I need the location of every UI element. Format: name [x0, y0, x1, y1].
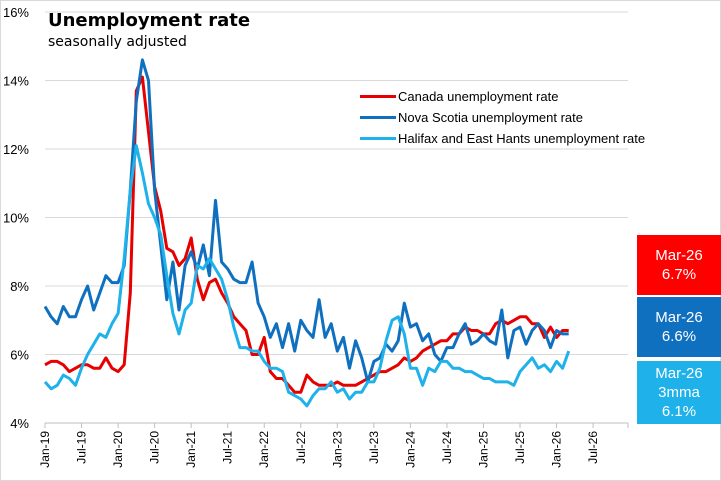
callout-halifax-date: Mar-26 [655, 365, 703, 382]
callout-halifax-value: 6.1% [661, 403, 697, 420]
x-tick-label: Jan-24 [403, 431, 417, 468]
x-tick-label: Jan-19 [38, 431, 52, 468]
x-tick-label: Jul-25 [513, 431, 527, 464]
x-tick-label: Jul-23 [367, 431, 381, 464]
callout-canada-date: Mar-26 [655, 247, 703, 264]
x-tick-label: Jul-22 [294, 431, 308, 464]
x-tick-label: Jan-20 [111, 431, 125, 468]
x-tick-label: Jan-25 [476, 431, 490, 468]
x-tick-label: Jul-26 [586, 431, 600, 464]
x-tick-label: Jan-22 [257, 431, 271, 468]
canada-line [44, 75, 569, 394]
y-tick-label: 10% [3, 211, 29, 226]
callout-nova-scotia-date: Mar-26 [655, 309, 703, 326]
callout-halifax: Mar-26 3mma 6.1% [637, 361, 721, 424]
callout-nova-scotia-value: 6.6% [661, 328, 697, 345]
legend-swatch-nova-scotia [360, 116, 396, 119]
y-tick-label: 14% [3, 74, 29, 89]
legend-swatch-halifax [360, 137, 396, 140]
halifax-line [43, 144, 571, 408]
x-tick-label: Jul-19 [75, 431, 89, 464]
chart-subtitle: seasonally adjusted [48, 34, 187, 50]
legend: Canada unemployment rate Nova Scotia une… [360, 86, 645, 149]
y-tick-label: 16% [3, 5, 29, 20]
y-tick-label: 4% [10, 416, 29, 431]
callout-canada: Mar-26 6.7% [637, 235, 721, 295]
nova-scotia-line [43, 58, 569, 384]
callout-nova-scotia: Mar-26 6.6% [637, 297, 721, 357]
legend-item-halifax: Halifax and East Hants unemployment rate [360, 128, 645, 149]
legend-label-nova-scotia: Nova Scotia unemployment rate [398, 110, 583, 125]
y-tick-label: 8% [10, 279, 29, 294]
callout-canada-value: 6.7% [661, 266, 697, 283]
legend-item-canada: Canada unemployment rate [360, 86, 645, 107]
callout-halifax-note: 3mma [658, 384, 700, 401]
x-tick-label: Jul-20 [148, 431, 162, 464]
chart-title: Unemployment rate [48, 10, 251, 31]
x-tick-label: Jan-21 [184, 431, 198, 468]
x-tick-label: Jul-24 [440, 431, 454, 464]
legend-swatch-canada [360, 95, 396, 98]
x-tick-label: Jan-26 [550, 431, 564, 468]
legend-label-canada: Canada unemployment rate [398, 89, 559, 104]
x-tick-label: Jul-21 [221, 431, 235, 464]
legend-label-halifax: Halifax and East Hants unemployment rate [398, 131, 646, 146]
x-tick-label: Jan-23 [330, 431, 344, 468]
y-tick-label: 12% [3, 142, 29, 157]
legend-item-nova-scotia: Nova Scotia unemployment rate [360, 107, 645, 128]
y-tick-label: 6% [10, 348, 29, 363]
